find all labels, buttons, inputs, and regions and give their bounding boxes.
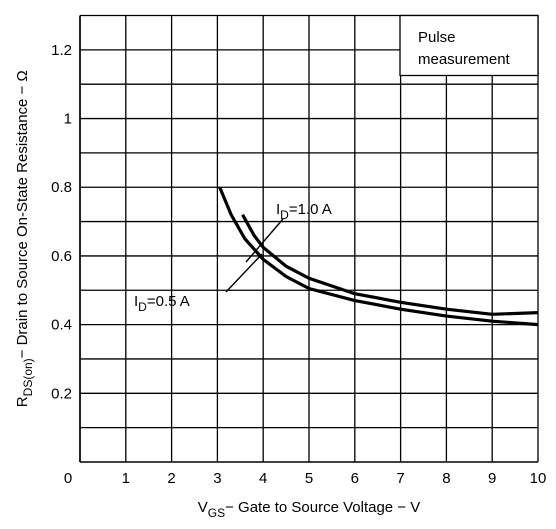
curve bbox=[218, 186, 539, 327]
y-axis-label-main: R bbox=[14, 396, 31, 407]
series-label-main: I bbox=[134, 293, 138, 310]
series-label-sub: D bbox=[280, 208, 289, 222]
y-tick-label: 0.6 bbox=[51, 248, 72, 265]
x-tick-label: 9 bbox=[488, 470, 496, 487]
x-tick-label: 0 bbox=[64, 470, 72, 487]
series-label: ID=1.0 A bbox=[276, 201, 332, 222]
legend-text: Pulse bbox=[418, 29, 456, 46]
y-tick-label: 1 bbox=[64, 111, 72, 128]
x-tick-label: 5 bbox=[305, 470, 313, 487]
x-axis-label-sub: GS bbox=[208, 506, 225, 520]
y-tick-label: 0.8 bbox=[51, 179, 72, 196]
x-tick-label: 8 bbox=[442, 470, 450, 487]
series-label-rest: =1.0 A bbox=[289, 201, 332, 218]
x-axis-label-rest: − Gate to Source Voltage − V bbox=[225, 499, 420, 516]
series-label-main: I bbox=[276, 201, 280, 218]
y-axis-label: RDS(on)− Drain to Source On-State Resist… bbox=[14, 70, 35, 407]
y-axis-label-sub: DS(on) bbox=[21, 358, 35, 396]
x-tick-label: 4 bbox=[259, 470, 267, 487]
y-axis-label-rest: − Drain to Source On-State Resistance − … bbox=[14, 70, 31, 358]
legend-box bbox=[399, 14, 539, 77]
annotation-arrow bbox=[225, 253, 263, 293]
series-label-rest: =0.5 A bbox=[147, 293, 190, 310]
y-tick-label: 0.2 bbox=[51, 385, 72, 402]
legend-text: measurement bbox=[418, 51, 511, 68]
x-tick-label: 7 bbox=[396, 470, 404, 487]
x-tick-label: 1 bbox=[122, 470, 130, 487]
y-tick-label: 0.4 bbox=[51, 317, 72, 334]
x-tick-label: 10 bbox=[530, 470, 547, 487]
x-tick-label: 3 bbox=[213, 470, 221, 487]
y-tick-label: 1.2 bbox=[51, 42, 72, 59]
curve bbox=[241, 213, 539, 316]
x-axis-label-main: V bbox=[198, 499, 208, 516]
x-tick-label: 2 bbox=[167, 470, 175, 487]
series-label-sub: D bbox=[138, 300, 147, 314]
x-tick-label: 6 bbox=[351, 470, 359, 487]
x-axis-label: VGS− Gate to Source Voltage − V bbox=[198, 499, 421, 520]
series-label: ID=0.5 A bbox=[134, 293, 190, 314]
annotation-arrow bbox=[245, 218, 284, 263]
